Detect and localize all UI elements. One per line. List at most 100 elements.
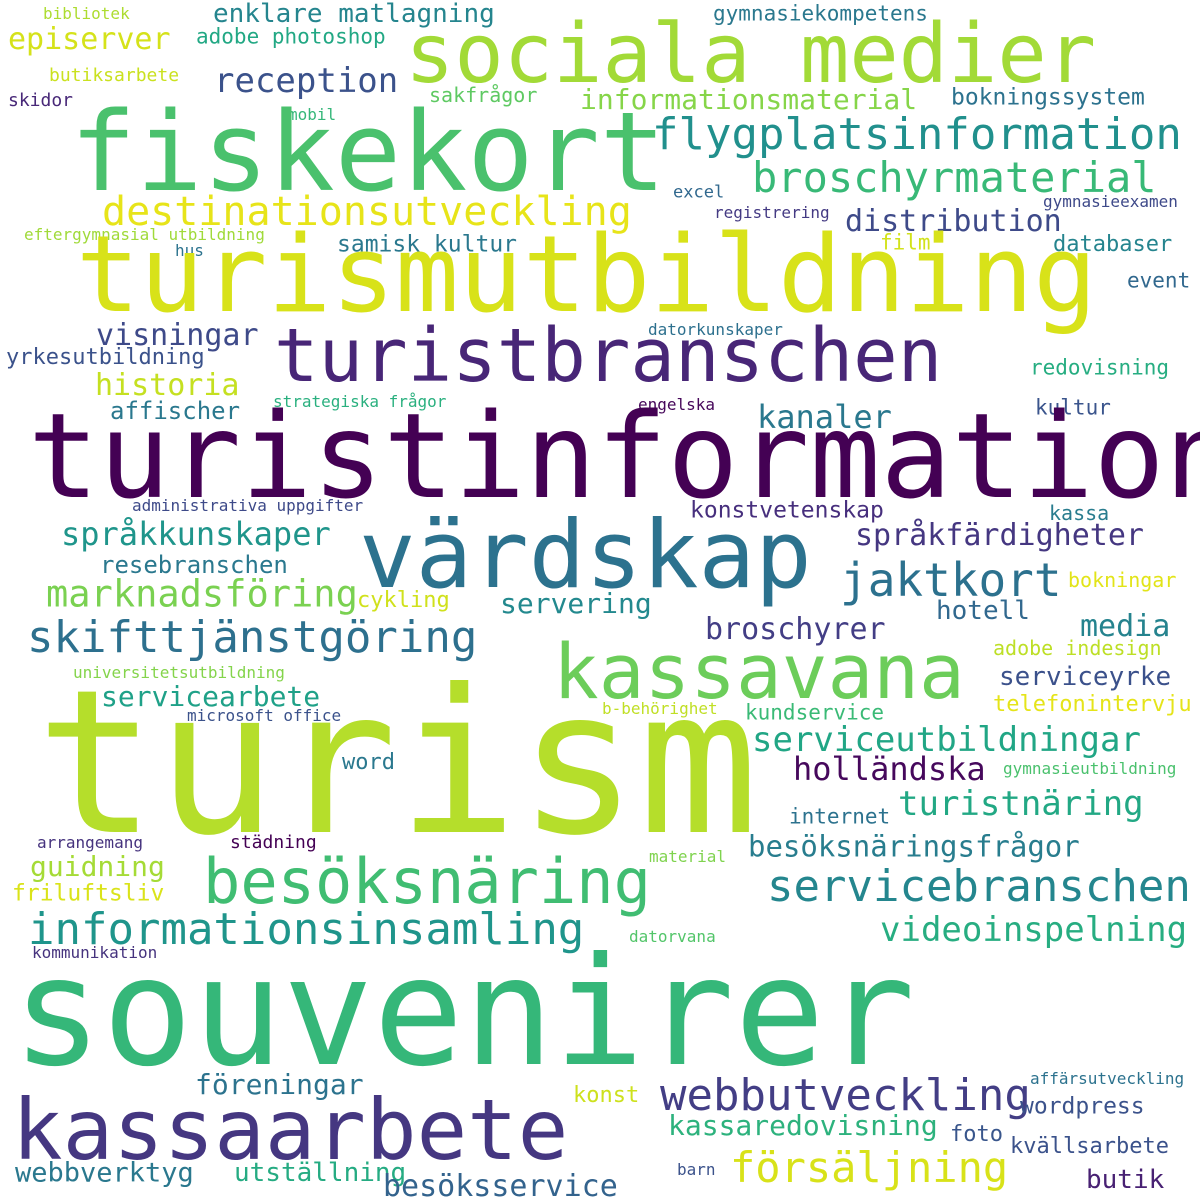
word-sociala-medier: sociala medier <box>405 7 1097 102</box>
word-webbverktyg: webbverktyg <box>15 1157 194 1189</box>
word-material: material <box>649 847 727 866</box>
word-strategiska-fragor: strategiska frågor <box>273 392 447 411</box>
word-registrering: registrering <box>714 203 830 222</box>
word-episerver: episerver <box>8 22 171 57</box>
word-kvallsarbete: kvällsarbete <box>1010 1134 1169 1159</box>
word-foto: foto <box>950 1122 1003 1147</box>
word-datorvana: datorvana <box>629 927 716 946</box>
word-bokningssystem: bokningssystem <box>951 84 1145 111</box>
word-konstvetenskap: konstvetenskap <box>690 497 884 524</box>
word-informationsmaterial: informationsmaterial <box>580 83 918 116</box>
word-datorkunskaper: datorkunskaper <box>648 320 783 339</box>
word-b-behorighet: b-behörighet <box>602 699 718 718</box>
word-gymnasieutbildning: gymnasieutbildning <box>1003 759 1177 778</box>
word-stadning: städning <box>230 832 317 853</box>
word-besoksnaring: besöksnäring <box>203 845 651 918</box>
word-servicearbete: servicearbete <box>101 680 321 713</box>
word-visningar: visningar <box>96 318 259 353</box>
word-gymnasieexamen: gymnasieexamen <box>1043 192 1178 211</box>
word-universitetsutbildning: universitetsutbildning <box>73 663 285 682</box>
word-guidning: guidning <box>30 850 165 883</box>
word-redovisning: redovisning <box>1030 355 1170 380</box>
word-hus: hus <box>175 241 204 260</box>
word-turistbranschen: turistbranschen <box>274 313 943 399</box>
word-film: film <box>880 230 931 255</box>
word-samisk-kultur: samisk kultur <box>337 231 518 258</box>
word-engelska: engelska <box>638 395 716 414</box>
word-vardskap: värdskap <box>359 501 812 610</box>
word-kassaarbete: kassaarbete <box>12 1081 569 1179</box>
word-bibliotek: bibliotek <box>43 4 130 23</box>
word-arrangemang: arrangemang <box>37 833 143 852</box>
word-historia: historia <box>95 368 240 403</box>
word-yrkesutbildning: yrkesutbildning <box>6 345 205 370</box>
word-affischer: affischer <box>110 397 241 425</box>
word-marknadsforing: marknadsföring <box>46 572 358 616</box>
word-kommunikation: kommunikation <box>32 943 158 962</box>
word-informationsinsamling: informationsinsamling <box>28 904 585 955</box>
word-kundservice: kundservice <box>745 700 885 725</box>
word-flygplatsinformation: flygplatsinformation <box>652 109 1182 160</box>
word-besoksservice: besöksservice <box>383 1169 618 1200</box>
word-reception: reception <box>214 61 399 101</box>
word-forsaljning: försäljning <box>730 1143 1009 1192</box>
word-resebranschen: resebranschen <box>100 551 288 579</box>
word-kultur: kultur <box>1035 395 1111 420</box>
word-besoksnaringsfragor: besöksnäringsfrågor <box>748 829 1080 864</box>
word-sakfragor: sakfrågor <box>429 83 538 107</box>
word-turistnaring: turistnäring <box>898 784 1144 824</box>
word-sprakkunskaper: språkkunskaper <box>61 515 331 553</box>
word-telefonintervju: telefonintervju <box>993 692 1192 717</box>
word-barn: barn <box>677 1160 716 1179</box>
word-adobe-photoshop: adobe photoshop <box>196 24 386 49</box>
word-turistinformation: turistinformation <box>28 387 1200 525</box>
word-kassaredovisning: kassaredovisning <box>668 1109 938 1142</box>
word-utstallning: utställning <box>234 1158 407 1188</box>
word-databaser: databaser <box>1053 232 1173 257</box>
word-excel: excel <box>673 182 725 203</box>
word-destinationsutveckling: destinationsutveckling <box>102 189 632 235</box>
word-souvenirer: souvenirer <box>12 926 916 1100</box>
word-kassa: kassa <box>1049 501 1110 525</box>
word-jaktkort: jaktkort <box>840 553 1062 607</box>
word-hollandska: holländska <box>793 750 986 788</box>
word-konst: konst <box>573 1083 640 1108</box>
word-cykling: cykling <box>357 588 450 613</box>
word-sprakfardigheter: språkfärdigheter <box>855 518 1144 553</box>
word-turism: turism <box>36 647 759 880</box>
word-turismutbildning: turismutbildning <box>76 213 1098 336</box>
word-butiksarbete: butiksarbete <box>49 65 180 86</box>
word-serviceyrke: serviceyrke <box>999 662 1172 692</box>
word-microsoft-office: microsoft office <box>187 706 342 725</box>
word-fiskekort: fiskekort <box>70 88 667 216</box>
word-friluftsliv: friluftsliv <box>12 880 165 907</box>
word-adobe-indesign: adobe indesign <box>993 636 1162 660</box>
word-gymnasiekompetens: gymnasiekompetens <box>713 1 928 26</box>
word-broschyrer: broschyrer <box>705 612 886 647</box>
word-internet: internet <box>789 804 891 829</box>
word-foreningar: föreningar <box>195 1068 364 1101</box>
word-media: media <box>1080 609 1171 644</box>
word-serviceutbildningar: serviceutbildningar <box>752 720 1141 760</box>
word-bokningar: bokningar <box>1068 568 1177 592</box>
word-administrativa-uppgifter: administrativa uppgifter <box>132 496 364 515</box>
word-servering: servering <box>500 587 652 620</box>
word-word: word <box>342 750 395 775</box>
word-butik: butik <box>1086 1165 1165 1195</box>
word-skidor: skidor <box>8 90 74 111</box>
word-mobil: mobil <box>288 105 337 124</box>
word-event: event <box>1127 268 1191 293</box>
word-servicebranschen: servicebranschen <box>767 861 1191 912</box>
word-skifttjanstgoring: skifttjänstgöring <box>27 612 478 663</box>
word-distribution: distribution <box>845 204 1062 239</box>
word-broschyrmaterial: broschyrmaterial <box>752 153 1157 202</box>
word-kanaler: kanaler <box>757 398 892 436</box>
word-webbutveckling: webbutveckling <box>660 1070 1031 1121</box>
word-enklare-matlagning: enklare matlagning <box>213 0 495 29</box>
word-videoinspelning: videoinspelning <box>880 910 1188 950</box>
word-kassavana: kassavana <box>553 627 965 716</box>
word-wordpress: wordpress <box>1020 1093 1145 1120</box>
word-affarsutveckling: affärsutveckling <box>1030 1069 1185 1088</box>
word-hotell: hotell <box>936 596 1030 626</box>
